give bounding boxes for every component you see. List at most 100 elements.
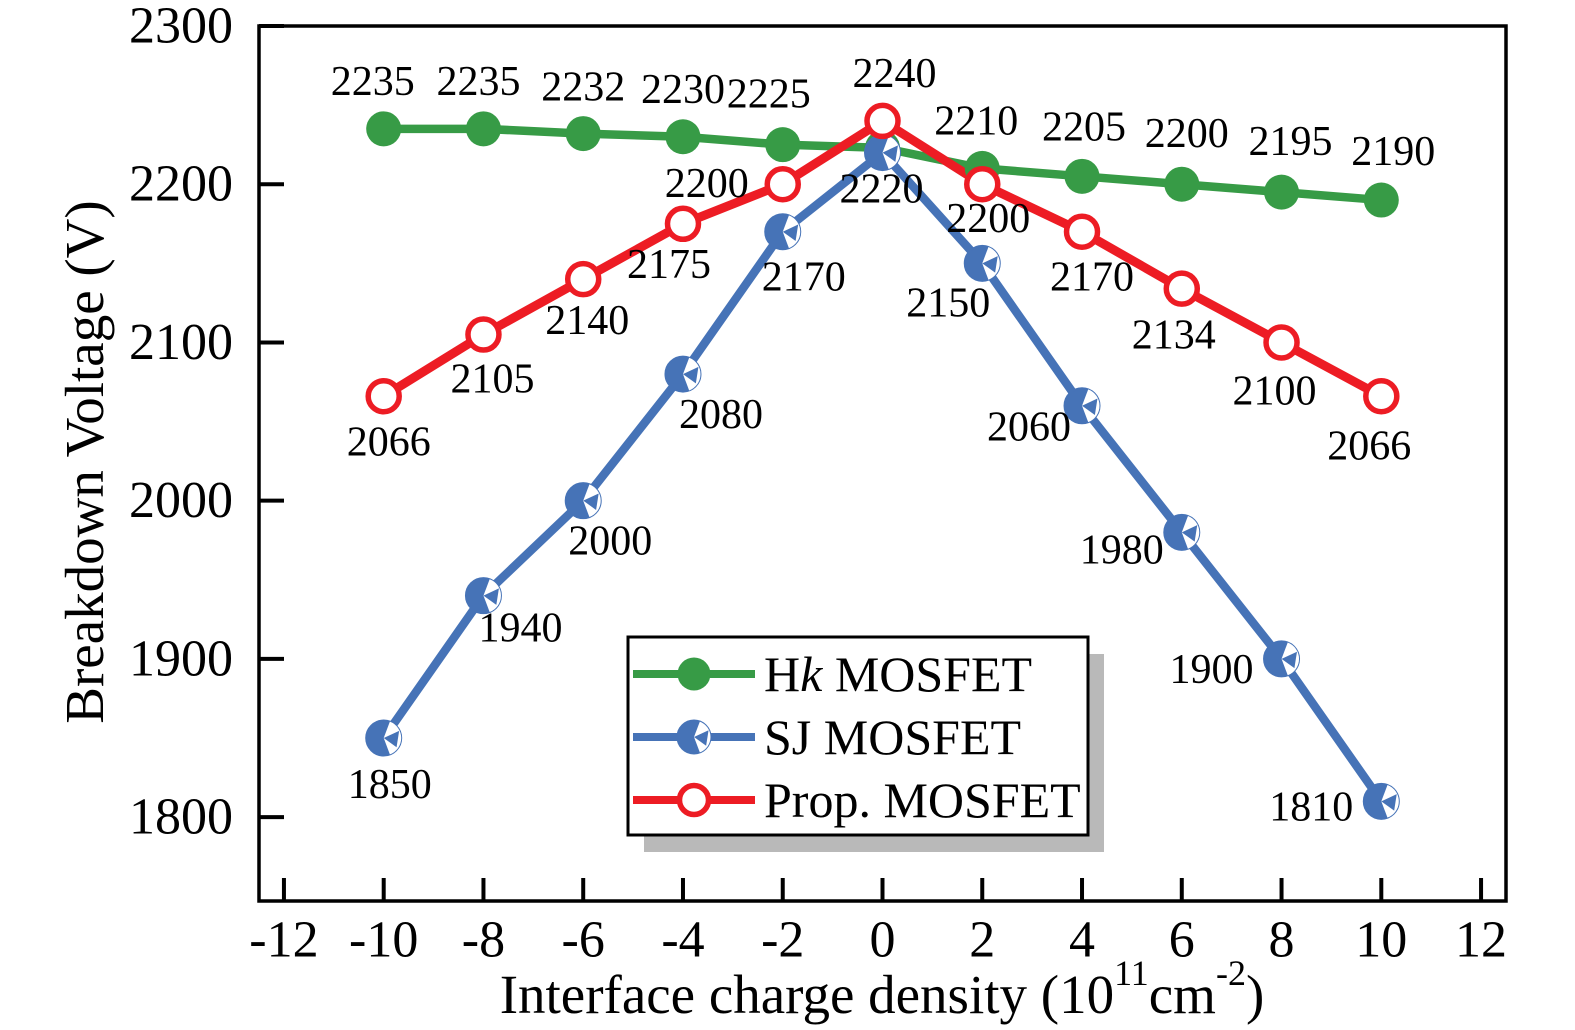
x-tick-label: -12 bbox=[249, 912, 318, 969]
filled-circle-marker bbox=[1363, 182, 1399, 218]
marker-wedge bbox=[882, 145, 898, 162]
filled-circle-marker bbox=[366, 111, 402, 147]
open-circle-marker bbox=[676, 782, 712, 818]
data-point-marker bbox=[1064, 158, 1100, 194]
legend-item-label: Prop. MOSFET bbox=[764, 772, 1081, 828]
data-point-label: 2150 bbox=[906, 280, 990, 326]
data-point-marker bbox=[465, 111, 501, 147]
data-point-marker bbox=[764, 213, 802, 251]
x-axis-title-superscript: -2 bbox=[1216, 953, 1246, 993]
data-point-marker bbox=[864, 134, 901, 172]
data-point-marker bbox=[365, 378, 402, 415]
data-point-marker bbox=[664, 205, 702, 243]
legend-label-text: SJ MOSFET bbox=[764, 709, 1021, 765]
x-tick-label: 4 bbox=[1069, 912, 1095, 969]
marker-wedge bbox=[483, 588, 499, 605]
open-circle-marker bbox=[764, 165, 801, 203]
series-markers bbox=[365, 102, 1400, 820]
data-point-label: 2230 bbox=[641, 67, 725, 113]
plot-frame bbox=[257, 24, 1508, 903]
data-point-label: 2066 bbox=[347, 419, 431, 465]
open-circle-marker bbox=[1063, 213, 1101, 250]
marker-wedge bbox=[982, 256, 998, 273]
open-circle-marker bbox=[1163, 270, 1201, 307]
open-circle-marker bbox=[864, 102, 901, 140]
data-point-label: 2200 bbox=[946, 196, 1030, 242]
legend: Hk MOSFET SJ MOSFET Prop. MOSFET bbox=[626, 635, 1104, 852]
data-point-marker bbox=[1363, 378, 1400, 415]
y-tick-label: 2100 bbox=[129, 314, 233, 371]
filled-circle-marker bbox=[565, 116, 601, 152]
data-point-label: 1900 bbox=[1170, 647, 1254, 693]
open-circle-marker bbox=[964, 165, 1001, 203]
open-circle-marker bbox=[465, 316, 502, 353]
data-point-marker bbox=[864, 102, 901, 140]
x-tick-label: 2 bbox=[969, 912, 995, 969]
open-circle-marker bbox=[1363, 378, 1400, 415]
data-point-labels: 2235 2235 2232 2230 2225 2210 2205 2200 2195 2190… bbox=[331, 51, 1436, 830]
data-point-marker bbox=[676, 719, 712, 755]
data-point-label: 1940 bbox=[478, 606, 562, 652]
data-point-label: 2175 bbox=[627, 242, 711, 288]
data-point-label: 1810 bbox=[1269, 784, 1353, 830]
x-tick-label: -6 bbox=[562, 912, 605, 969]
marker-wedge bbox=[383, 730, 400, 748]
data-point-label: 2000 bbox=[568, 519, 652, 565]
data-point-label: 2066 bbox=[1327, 423, 1411, 469]
data-point-marker bbox=[1264, 174, 1300, 210]
marker-wedge bbox=[1381, 794, 1397, 811]
data-point-marker bbox=[1263, 640, 1301, 678]
data-point-marker bbox=[1163, 270, 1201, 307]
y-tick-label: 2300 bbox=[129, 0, 233, 55]
data-point-marker bbox=[664, 355, 702, 393]
marker-wedge bbox=[694, 730, 709, 746]
data-point-label: 2195 bbox=[1249, 119, 1333, 165]
marker-wedge bbox=[682, 366, 699, 384]
x-tick-label: 12 bbox=[1455, 912, 1507, 969]
legend-label-text: H bbox=[764, 646, 800, 702]
data-point-label: 2060 bbox=[987, 405, 1071, 451]
data-point-marker bbox=[665, 119, 701, 155]
x-axis-title-text: ) bbox=[1246, 964, 1264, 1025]
filled-circle-marker bbox=[677, 657, 711, 691]
data-point-label: 2200 bbox=[1145, 111, 1229, 157]
x-axis-title-superscript: 11 bbox=[1114, 953, 1149, 993]
y-tick-label: 2000 bbox=[129, 472, 233, 529]
y-tick-label: 2200 bbox=[129, 156, 233, 213]
y-tick-label: 1800 bbox=[129, 789, 233, 846]
data-point-marker bbox=[564, 260, 602, 298]
x-tick-label: -8 bbox=[462, 912, 505, 969]
filled-circle-marker bbox=[1264, 174, 1300, 210]
x-axis-title: Interface charge density (1011cm-2) bbox=[500, 953, 1265, 1025]
data-point-marker bbox=[565, 116, 601, 152]
marker-wedge bbox=[1082, 398, 1098, 416]
x-tick-label: -2 bbox=[761, 912, 804, 969]
legend-item-label: SJ MOSFET bbox=[764, 709, 1021, 765]
data-point-marker bbox=[465, 316, 502, 353]
open-circle-marker bbox=[564, 260, 602, 298]
data-point-label: 2190 bbox=[1351, 129, 1435, 175]
marker-wedge bbox=[1181, 525, 1198, 542]
filled-circle-marker bbox=[465, 111, 501, 147]
data-point-label: 2225 bbox=[727, 72, 811, 118]
axis-ticks bbox=[259, 24, 1484, 901]
data-point-marker bbox=[366, 111, 402, 147]
open-circle-marker bbox=[664, 205, 702, 243]
x-axis-title-text: cm bbox=[1149, 964, 1216, 1025]
data-point-marker bbox=[1063, 387, 1101, 425]
y-tick-label: 1900 bbox=[129, 630, 233, 687]
axis-tick-labels: -12 -10 -8 -6 -4 -2 0 2 4 6 8 10 1218001900200021002… bbox=[129, 0, 1507, 969]
legend-label-text: MOSFET bbox=[822, 646, 1032, 702]
x-tick-label: -10 bbox=[349, 912, 418, 969]
x-tick-label: 6 bbox=[1169, 912, 1195, 969]
data-point-label: 1980 bbox=[1080, 527, 1164, 573]
data-point-marker bbox=[963, 244, 1001, 282]
open-circle-marker bbox=[365, 378, 402, 415]
x-tick-label: 10 bbox=[1355, 912, 1407, 969]
data-point-marker bbox=[1362, 782, 1400, 820]
data-point-marker bbox=[764, 165, 801, 203]
filled-circle-marker bbox=[765, 127, 801, 163]
data-point-marker bbox=[564, 482, 602, 520]
